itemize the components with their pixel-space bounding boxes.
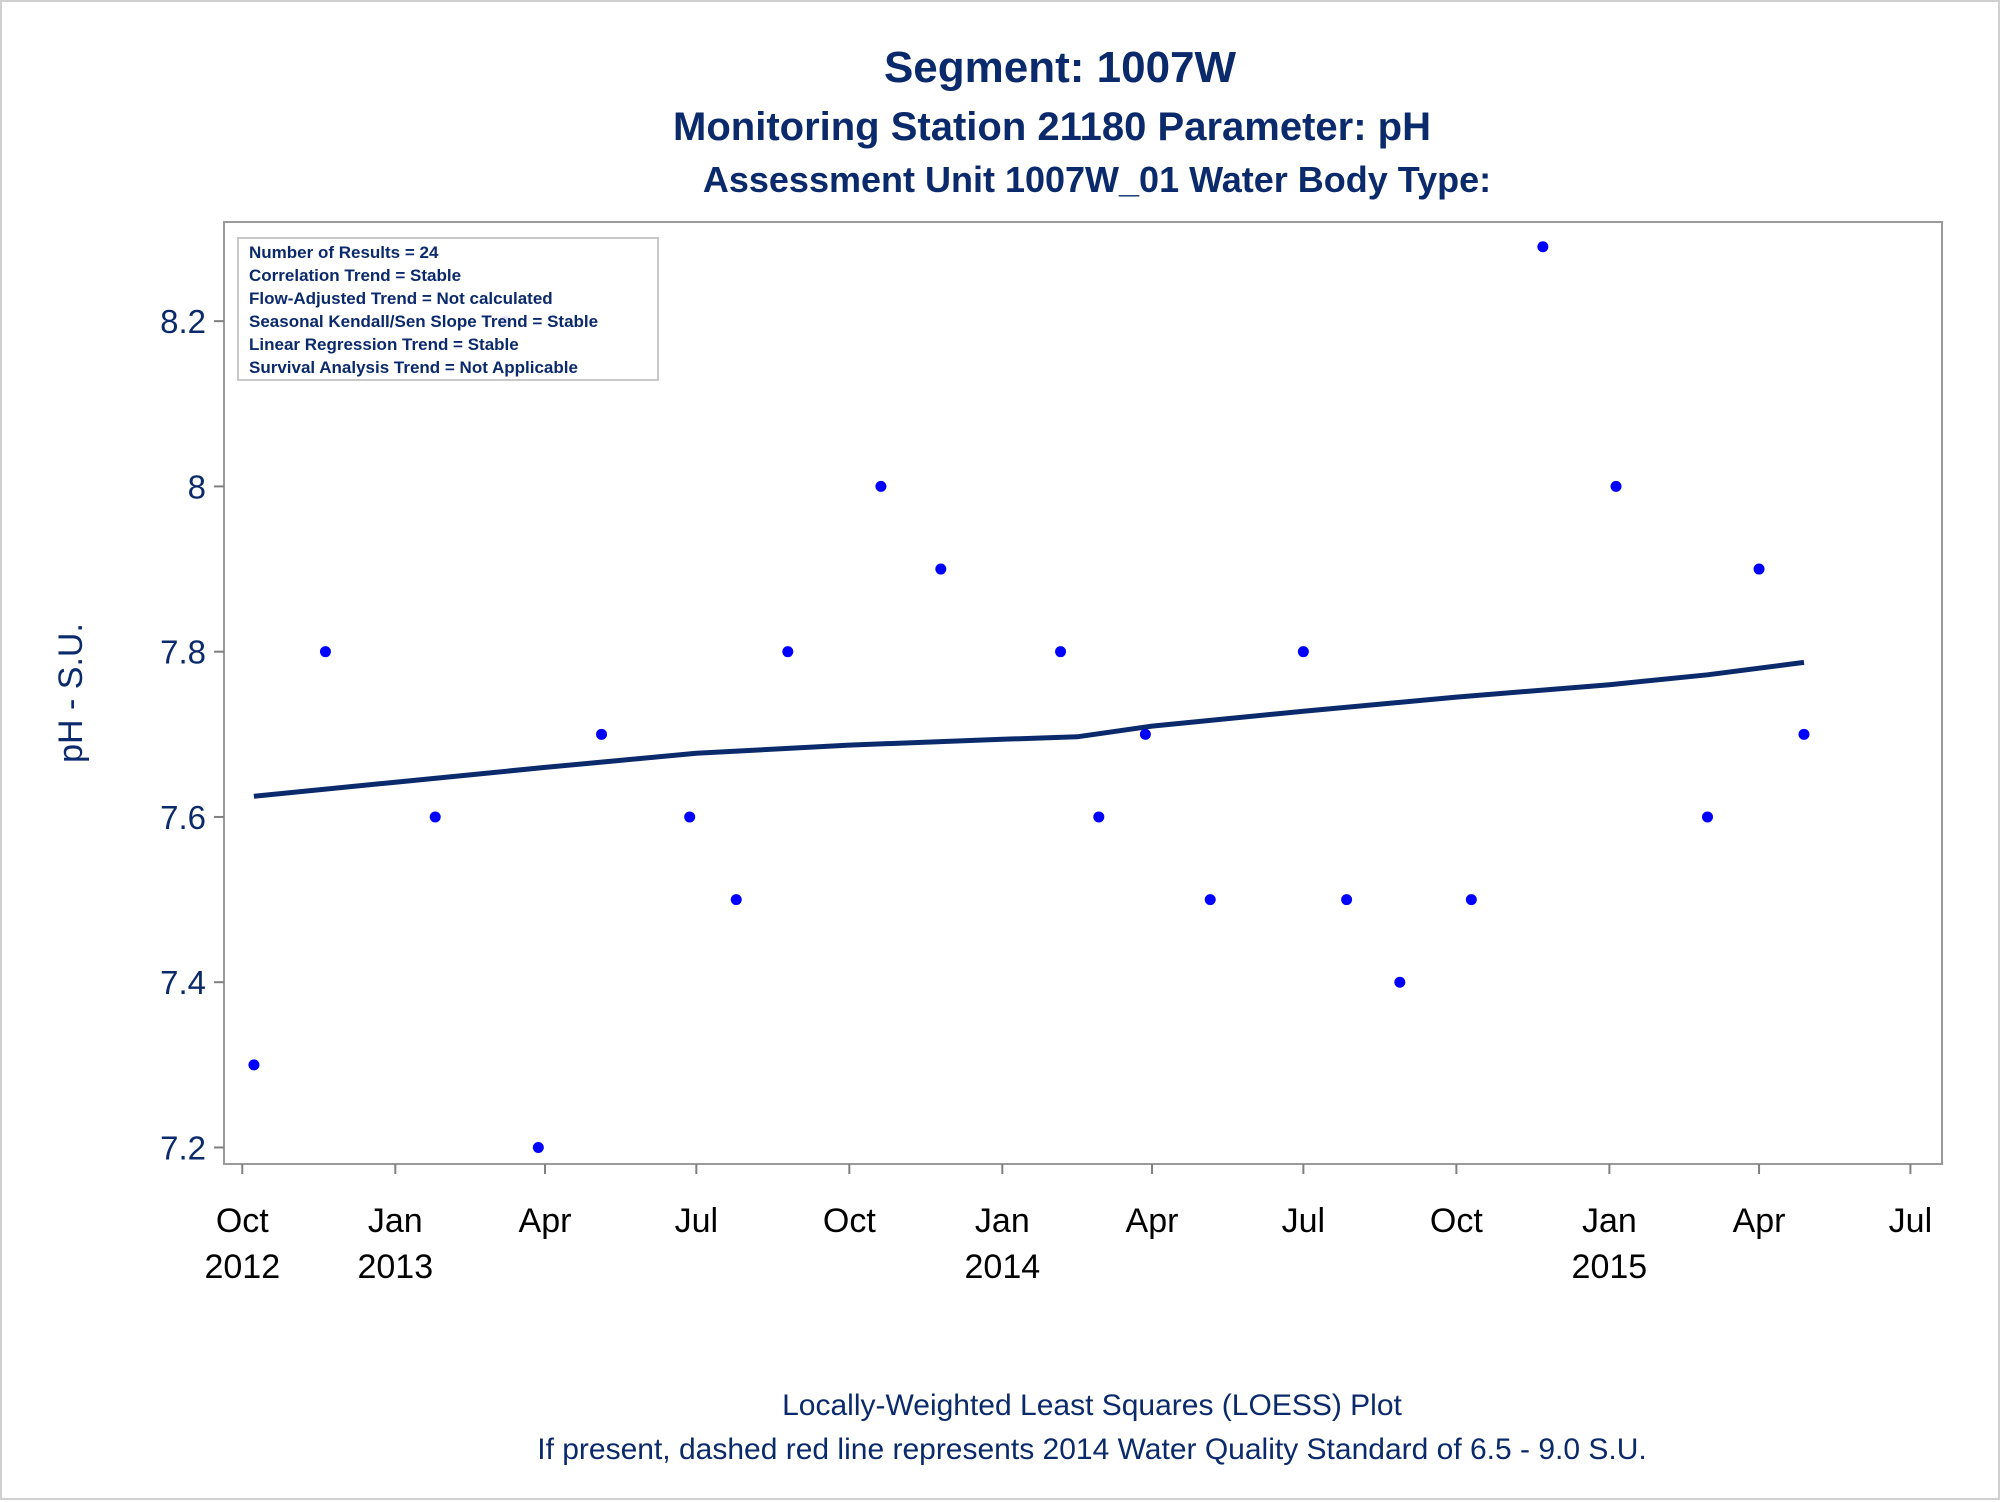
- data-point: [875, 480, 887, 492]
- loess-trend-layer: [253, 659, 1805, 799]
- y-tick-label: 8.2: [160, 303, 206, 340]
- x-tick-label: Apr: [1126, 1202, 1179, 1240]
- x-tick-label: Oct: [823, 1202, 876, 1240]
- chart-subtitle-assessment: Assessment Unit 1007W_01 Water Body Type…: [703, 159, 1491, 200]
- data-point: [1341, 894, 1353, 906]
- x-tick-label: Oct: [216, 1202, 269, 1240]
- x-tick-year-label: 2013: [357, 1248, 433, 1286]
- data-point: [1297, 646, 1309, 658]
- data-point: [1204, 894, 1216, 906]
- y-tick-label: 7.6: [160, 799, 206, 836]
- x-tick-label: Jan: [975, 1202, 1030, 1240]
- x-tick-year-label: 2014: [965, 1248, 1041, 1286]
- data-point: [1753, 563, 1765, 575]
- inset-line-linear-regression: Linear Regression Trend = Stable: [249, 335, 519, 354]
- x-tick-year-label: 2012: [204, 1248, 280, 1286]
- x-tick-label: Jul: [675, 1202, 718, 1240]
- plot-area: [223, 221, 1943, 1165]
- data-point: [730, 894, 742, 906]
- inset-box: [237, 237, 659, 381]
- inset-line-correlation: Correlation Trend = Stable: [249, 266, 461, 285]
- data-point: [1093, 811, 1105, 823]
- data-point: [1055, 646, 1067, 658]
- y-axis: 7.2 7.4 7.6 7.8 8 8.2: [160, 303, 224, 1166]
- inset-line-results: Number of Results = 24: [249, 243, 439, 262]
- data-point: [248, 1059, 260, 1071]
- data-point: [429, 811, 441, 823]
- y-tick-label: 7.8: [160, 634, 206, 671]
- chart-title: Segment: 1007W: [884, 43, 1237, 92]
- data-point: [782, 646, 794, 658]
- y-tick-label: 8: [188, 468, 206, 505]
- x-tick-label: Jan: [368, 1202, 423, 1240]
- data-point: [1798, 728, 1810, 740]
- data-point: [1465, 894, 1477, 906]
- trend-summary-inset: Number of Results = 24 Correlation Trend…: [237, 237, 659, 381]
- footnote-standard: If present, dashed red line represents 2…: [537, 1433, 1647, 1466]
- data-point: [532, 1141, 544, 1153]
- y-axis-label: pH - S.U.: [52, 623, 90, 763]
- y-tick-label: 7.2: [160, 1129, 206, 1166]
- inset-line-seasonal-kendall: Seasonal Kendall/Sen Slope Trend = Stabl…: [249, 312, 598, 331]
- x-tick-label: Apr: [1733, 1202, 1786, 1240]
- data-point: [1139, 728, 1151, 740]
- data-point: [1537, 241, 1549, 253]
- x-tick-label: Oct: [1430, 1202, 1483, 1240]
- data-point: [1394, 976, 1406, 988]
- x-tick-year-label: 2015: [1572, 1248, 1648, 1286]
- data-point: [684, 811, 696, 823]
- data-point: [319, 646, 331, 658]
- chart-subtitle-station: Monitoring Station 21180 Parameter: pH: [673, 105, 1431, 149]
- footnote-loess: Locally-Weighted Least Squares (LOESS) P…: [782, 1389, 1402, 1422]
- data-point: [1702, 811, 1714, 823]
- data-point: [596, 728, 608, 740]
- inset-line-survival: Survival Analysis Trend = Not Applicable: [249, 358, 578, 377]
- x-tick-label: Jul: [1889, 1202, 1932, 1240]
- data-point: [935, 563, 947, 575]
- x-axis: Oct 2012 Jan 2013 Apr Jul Oct Jan 2014 Apr Jul Oct J…: [204, 1164, 1932, 1286]
- y-tick-label: 7.4: [160, 964, 206, 1001]
- inset-line-flow-adjusted: Flow-Adjusted Trend = Not calculated: [249, 289, 553, 308]
- data-point: [1610, 480, 1622, 492]
- x-tick-label: Jul: [1282, 1202, 1325, 1240]
- x-tick-label: Jan: [1582, 1202, 1637, 1240]
- x-tick-label: Apr: [519, 1202, 572, 1240]
- loess-trend-line: [253, 659, 1805, 799]
